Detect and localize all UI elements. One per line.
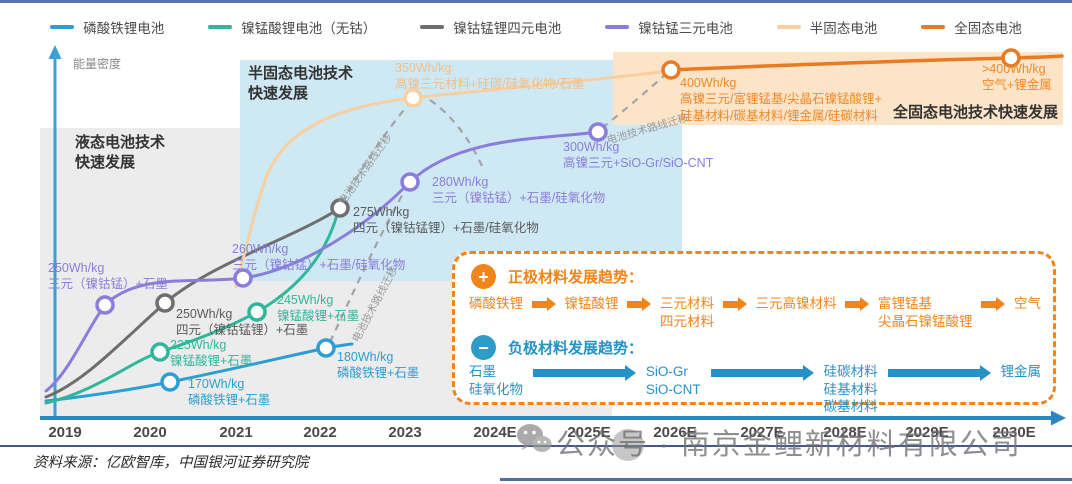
x-tick: 2027E	[740, 424, 784, 441]
legend-label: 半固态电池	[809, 21, 878, 36]
cathode-material: 三元材料 四元材料	[660, 296, 714, 329]
value-annotation: 275Wh/kg 四元（镍钴锰锂）+石墨/硅氧化物	[353, 205, 539, 236]
region-label-liquid: 液态电池技术 快速发展	[75, 134, 166, 172]
legend-item: 半固态电池	[776, 17, 878, 37]
x-tick: 2024E	[473, 424, 517, 441]
legend-color-dash	[208, 25, 233, 29]
x-tick: 2026E	[653, 424, 697, 441]
legend-color-dash	[420, 25, 445, 29]
minus-icon: −	[471, 335, 496, 360]
legend-item: 全固态电池	[921, 17, 1022, 37]
cathode-trend-title: 正极材料发展趋势：	[508, 269, 644, 286]
trend-arrow	[627, 297, 652, 312]
trend-arrow	[533, 365, 636, 381]
cathode-material: 磷酸铁锂	[469, 296, 523, 311]
legend-label: 镍锰酸锂电池（无钴）	[241, 21, 377, 36]
legend-color-dash	[776, 25, 801, 29]
watermark-text: 公众号 · 南京金鲤新材料有限公司	[556, 429, 1022, 461]
x-tick: 2025E	[567, 424, 611, 441]
value-annotation: 225Wh/kg 镍锰酸锂+石墨	[170, 338, 253, 369]
trend-arrow	[722, 297, 747, 312]
x-tick: 2030E	[992, 424, 1036, 441]
watermark-logo-circle	[612, 429, 644, 461]
legend-item: 磷酸铁锂电池	[50, 17, 164, 37]
anode-material: SiO-Gr SiO-CNT	[645, 364, 701, 397]
cathode-trend-row: 磷酸铁锂 镍锰酸锂 三元材料 四元材料 三元高镍材料 富锂锰基 尖晶石镍锰酸锂 空气	[469, 295, 1041, 330]
cathode-material: 空气	[1014, 296, 1041, 311]
value-annotation: 245Wh/kg 镍锰酸锂+石墨	[277, 293, 360, 324]
value-annotation: 180Wh/kg 磷酸铁锂+石墨	[337, 350, 420, 381]
x-tick: 2022	[303, 424, 337, 441]
trend-arrow	[531, 297, 556, 312]
legend-label: 全固态电池	[954, 21, 1022, 36]
value-annotation: 300Wh/kg 高镍三元+SiO-Gr/SiO-CNT	[563, 140, 714, 171]
x-tick: 2029E	[905, 424, 949, 441]
source-note: 资料来源：亿欧智库，中国银河证券研究院	[33, 455, 309, 471]
trend-arrow	[981, 297, 1006, 312]
legend-item: 镍锰酸锂电池（无钴）	[208, 17, 376, 37]
legend-label: 磷酸铁锂电池	[83, 21, 165, 36]
value-annotation: 350Wh/kg 高镍三元材料+硅碳/硅氧化物/石墨	[395, 61, 585, 92]
anode-trend-row: 石墨 硅氧化物 SiO-Gr SiO-CNT 硅碳材料 硅基材料 碳基材料 锂金属	[469, 363, 1041, 416]
anode-title-row: − 负极材料发展趋势：	[471, 335, 643, 360]
anode-material: 石墨 硅氧化物	[469, 364, 523, 397]
x-tick: 2019	[48, 424, 82, 441]
region-label-all-solid: 全固态电池技术快速发展	[893, 104, 1059, 121]
x-tick: 2028E	[823, 424, 867, 441]
cathode-material: 富锂锰基 尖晶石镍锰酸锂	[878, 296, 973, 329]
legend-color-dash	[921, 25, 946, 29]
legend-color-dash	[50, 25, 75, 29]
x-tick: 2021	[219, 424, 253, 441]
x-tick: 2020	[133, 424, 167, 441]
anode-trend-title: 负极材料发展趋势：	[508, 340, 644, 357]
y-axis-label: 能量密度	[73, 57, 122, 71]
trend-arrow	[887, 365, 991, 381]
region-label-semi-solid: 半固态电池技术 快速发展	[248, 65, 354, 103]
plus-icon: +	[471, 264, 496, 289]
legend-label: 镍钴锰锂四元电池	[453, 21, 562, 36]
value-annotation: 260Wh/kg 三元（镍钴锰）+石墨/硅氧化物	[232, 242, 406, 273]
cathode-material: 三元高镍材料	[755, 296, 837, 311]
value-annotation: 400Wh/kg 高镍三元/富锂锰基/尖晶石镍锰酸锂+ 硅基材料/碳基材料/锂金…	[680, 76, 882, 123]
anode-material: 硅碳材料 硅基材料 碳基材料	[823, 364, 878, 415]
legend-item: 镍钴锰三元电池	[605, 17, 733, 37]
chart-legend: 磷酸铁锂电池 镍锰酸锂电池（无钴） 镍钴锰锂四元电池 镍钴锰三元电池 半固态电池 全固态电…	[0, 17, 1072, 37]
legend-label: 镍钴锰三元电池	[638, 21, 733, 36]
cathode-title-row: + 正极材料发展趋势：	[471, 264, 643, 289]
bottom-border-line	[500, 478, 1072, 481]
cathode-material: 镍锰酸锂	[564, 296, 619, 311]
wechat-icon	[517, 424, 552, 452]
y-axis-arrowhead	[48, 45, 62, 59]
top-border-line	[0, 0, 1072, 3]
legend-color-dash	[605, 25, 630, 29]
anode-material: 锂金属	[1000, 364, 1042, 379]
x-axis-arrowhead	[1051, 410, 1066, 426]
value-annotation: 170Wh/kg 磷酸铁锂+石墨	[188, 377, 271, 408]
material-trends-box: + 正极材料发展趋势： 磷酸铁锂 镍锰酸锂 三元材料 四元材料 三元高镍材料 富锂锰基 …	[452, 251, 1056, 414]
legend-item: 镍钴锰锂四元电池	[420, 17, 561, 37]
trend-arrow	[845, 297, 870, 312]
value-annotation: >400Wh/kg 空气+锂金属	[982, 62, 1052, 93]
value-annotation: 280Wh/kg 三元（镍钴锰）+石墨/硅氧化物	[432, 175, 606, 206]
value-annotation: 250Wh/kg 三元（镍钴锰）+石墨	[48, 261, 168, 292]
x-tick: 2023	[388, 424, 422, 441]
trend-arrow	[710, 365, 814, 381]
